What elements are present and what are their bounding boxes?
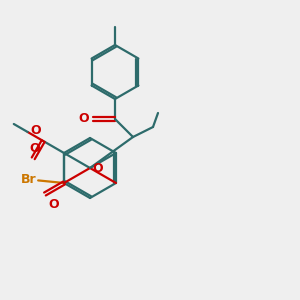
Text: O: O [31,124,41,137]
Text: O: O [78,112,89,124]
Text: Br: Br [20,173,36,186]
Text: O: O [29,142,40,155]
Text: O: O [92,161,103,175]
Text: O: O [48,198,58,211]
